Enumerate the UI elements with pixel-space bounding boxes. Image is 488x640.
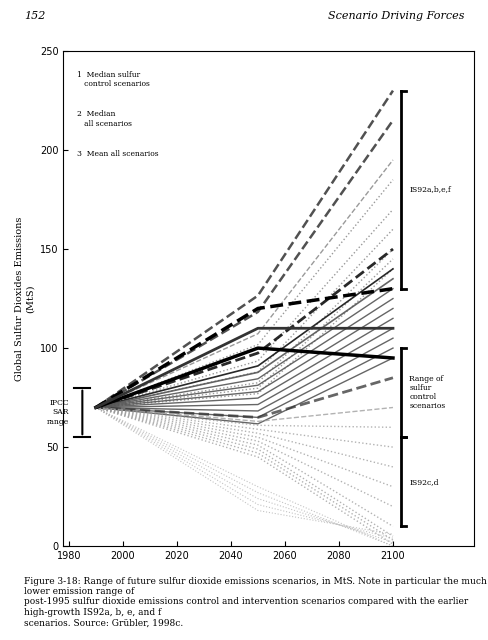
Text: 3  Mean all scenarios: 3 Mean all scenarios	[77, 150, 158, 158]
Text: Range of
sulfur
control
scenarios: Range of sulfur control scenarios	[408, 375, 445, 410]
Text: 152: 152	[24, 12, 46, 21]
Text: Scenario Driving Forces: Scenario Driving Forces	[327, 12, 464, 21]
Text: IS92a,b,e,f: IS92a,b,e,f	[408, 186, 450, 194]
Text: IPCC
SAR
range: IPCC SAR range	[46, 399, 69, 426]
Text: Figure 3-18: Range of future sulfur dioxide emissions scenarios, in MtS. Note in: Figure 3-18: Range of future sulfur diox…	[24, 577, 487, 627]
Text: 1  Median sulfur
   control scenarios: 1 Median sulfur control scenarios	[77, 71, 149, 88]
Text: 2  Median
   all scenarios: 2 Median all scenarios	[77, 111, 132, 127]
Text: IS92c,d: IS92c,d	[408, 478, 438, 486]
Y-axis label: Global Sulfur Dioxides Emissions
(MtS): Global Sulfur Dioxides Emissions (MtS)	[15, 216, 34, 381]
